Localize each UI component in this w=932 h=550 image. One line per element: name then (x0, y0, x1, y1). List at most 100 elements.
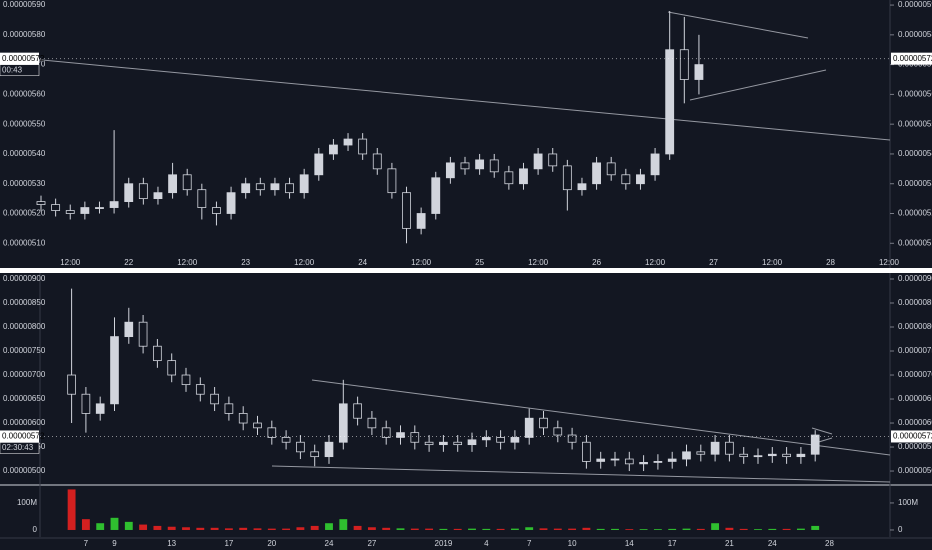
last-price-label: 0.00000572 (2, 54, 45, 63)
candle-body (402, 192, 411, 229)
trendline (689, 69, 827, 101)
last-price-label: 0.00000572 (893, 54, 932, 63)
candle-body (445, 162, 455, 179)
volume-bar (353, 525, 362, 530)
candle-body (504, 171, 514, 185)
volume-bar (182, 527, 190, 530)
volume-bar (67, 489, 76, 530)
trendline (811, 427, 833, 435)
volume-bar (453, 528, 462, 530)
y-tick-label: 0.00000900 (3, 274, 46, 283)
candle-body (212, 207, 221, 214)
candle-body (739, 453, 749, 458)
candle-body (624, 458, 634, 465)
x-tick-label: 2019 (435, 539, 453, 548)
y-tick-label: 0.00000590 (3, 0, 46, 9)
volume-bar (367, 527, 376, 530)
last-price-box (0, 52, 39, 65)
last-price-label: 0.00000572 (893, 432, 932, 441)
candle-body (110, 336, 119, 405)
candle-body (636, 174, 645, 185)
volume-bar (496, 528, 505, 530)
y-tick-label: 0.00000560 (3, 90, 46, 99)
candle-body (796, 453, 806, 458)
x-tick-label: 25 (475, 258, 484, 267)
candle-body (410, 432, 420, 443)
x-tick-label: 17 (668, 539, 677, 548)
candle-body (358, 138, 368, 155)
candle-body (610, 458, 620, 461)
y-tick-label: 0 (898, 525, 903, 534)
y-tick-label: 0.00000510 (898, 238, 932, 247)
x-tick-label: 7 (527, 539, 532, 548)
volume-bar (124, 521, 133, 530)
volume-bar (510, 528, 519, 530)
volume-bar (468, 528, 476, 530)
volume-bar (396, 528, 405, 530)
candle-body (653, 461, 663, 463)
candle-body (496, 437, 505, 443)
candle-body (310, 451, 320, 458)
y-tick-label: 100M (898, 498, 918, 507)
y-tick-label: 0.00000590 (898, 0, 932, 9)
candle-body (621, 174, 631, 185)
candle-body (782, 453, 791, 458)
candle-body (596, 458, 606, 462)
volume-bar (339, 519, 348, 530)
candle-body (381, 427, 391, 438)
candle-body (270, 183, 280, 191)
y-tick-label: 0.00000510 (3, 238, 46, 247)
candle-body (296, 441, 305, 453)
candle-body (210, 393, 219, 405)
candle-body (372, 153, 382, 170)
countdown: 02:30:43 (2, 443, 34, 452)
volume-bar (382, 527, 391, 530)
candle-body (197, 189, 207, 208)
candle-body (167, 360, 177, 376)
volume-bar (139, 524, 148, 530)
candle-body (396, 432, 405, 438)
candle-body (696, 451, 706, 455)
candle-body (241, 183, 251, 194)
candle-body (138, 321, 148, 347)
countdown-box (0, 64, 40, 76)
volume-bar (110, 517, 119, 530)
x-tick-label: 20 (267, 539, 276, 548)
y-tick-label: 0.00000750 (898, 346, 932, 355)
x-tick-label: 28 (825, 539, 834, 548)
candle-body (679, 49, 689, 80)
volume-bar (210, 527, 219, 530)
candle-body (299, 174, 309, 194)
candle-body (138, 183, 148, 200)
volume-bar (196, 527, 205, 530)
candle-body (343, 138, 353, 146)
panel-separator (0, 268, 932, 273)
countdown: 00:43 (2, 65, 23, 74)
x-tick-label: 27 (709, 258, 718, 267)
y-tick-label: 0.00000530 (898, 179, 932, 188)
volume-bar (282, 528, 291, 530)
y-tick-label: 0.00000900 (898, 274, 932, 283)
volume-bar (253, 528, 262, 530)
candle-body (753, 455, 763, 458)
candle-body (460, 162, 470, 170)
volume-bar (768, 528, 777, 530)
candle-body (255, 183, 265, 191)
candle-body (95, 403, 105, 414)
y-tick-label: 0.00000650 (898, 394, 932, 403)
volume-bar (96, 523, 105, 530)
volume-bar (711, 523, 720, 530)
candle-body (153, 192, 163, 200)
x-tick-label: 12:00 (60, 258, 81, 267)
candle-body (710, 441, 720, 455)
x-tick-label: 7 (84, 539, 89, 548)
candle-body (314, 153, 324, 176)
y-tick-label: 0.00000540 (3, 149, 46, 158)
volume-bar (296, 527, 305, 530)
candle-body (467, 439, 477, 446)
candle-body (324, 441, 334, 458)
candle-body (281, 437, 291, 443)
y-tick-label: 100M (17, 498, 37, 507)
y-tick-label: 0.00000700 (3, 370, 46, 379)
candle-body (725, 441, 734, 455)
